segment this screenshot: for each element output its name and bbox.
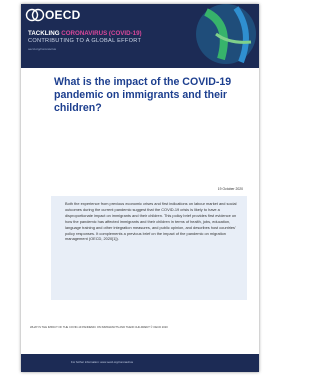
series-title-a: TACKLING: [28, 30, 60, 37]
abstract: Both the experience from previous econom…: [65, 201, 240, 242]
footer-band: For further information: www.oecd.org/co…: [21, 354, 259, 372]
abstract-box: Both the experience from previous econom…: [51, 196, 247, 300]
series-title-b: CORONAVIRUS (COVID-19): [61, 30, 141, 37]
running-title: WHAT IS THE IMPACT OF THE COVID-19 PANDE…: [30, 326, 168, 329]
header-band: OECD TACKLING CORONAVIRUS (COVID-19) CON…: [21, 4, 259, 68]
series-url: oecd.org/coronavirus: [28, 47, 56, 51]
series-title: TACKLING CORONAVIRUS (COVID-19): [28, 30, 142, 37]
document-page: OECD TACKLING CORONAVIRUS (COVID-19) CON…: [21, 4, 259, 372]
document-title: What is the impact of the COVID-19 pande…: [54, 76, 234, 115]
footer-text: For further information: www.oecd.org/co…: [71, 360, 133, 364]
logo-text: OECD: [45, 8, 80, 22]
screen: OECD TACKLING CORONAVIRUS (COVID-19) CON…: [0, 0, 280, 381]
series-subtitle: CONTRIBUTING TO A GLOBAL EFFORT: [28, 38, 141, 44]
date: 19 October 2020: [218, 187, 243, 191]
